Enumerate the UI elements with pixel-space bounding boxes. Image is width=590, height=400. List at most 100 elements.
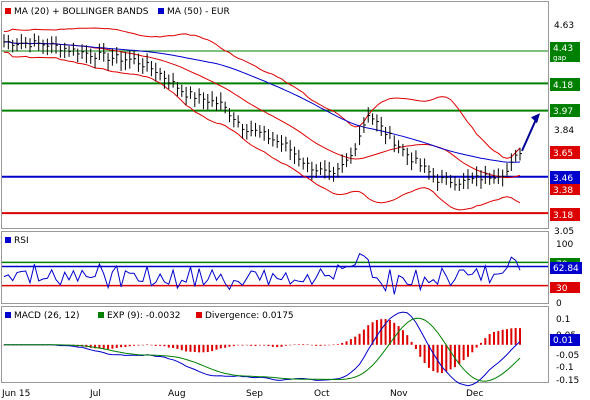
- divergence-bar: [150, 344, 153, 346]
- level-label-3-97: 3.97: [553, 107, 573, 117]
- x-label-dec: Dec: [466, 389, 483, 399]
- price-tick-4-63: 4.63: [554, 21, 574, 31]
- rsi-box-30: 30: [550, 282, 580, 294]
- price-tag-3-65: 3.65: [550, 146, 580, 159]
- divergence-bar: [137, 344, 140, 346]
- divergence-bar: [111, 344, 114, 349]
- bollinger-lower: [3, 51, 521, 211]
- rsi-line: [3, 253, 521, 295]
- level-box-3-46: 3.46: [550, 171, 580, 184]
- divergence-bar: [345, 341, 348, 345]
- price-tag-3-38-label: 3.38: [553, 186, 573, 196]
- divergence-bar: [397, 326, 400, 345]
- macd-panel-frame: [1, 306, 549, 383]
- divergence-bar: [219, 344, 222, 349]
- legend-swatch-divergence: [196, 312, 202, 318]
- divergence-bar: [336, 344, 339, 345]
- divergence-bar: [458, 344, 461, 365]
- divergence-bar: [479, 342, 482, 345]
- legend-divergence: Divergence: 0.0175: [205, 311, 294, 321]
- divergence-bar: [497, 331, 500, 345]
- divergence-bar: [176, 344, 179, 349]
- macd-tick-minus-0-1: -0.1: [556, 363, 574, 373]
- divergence-bar: [306, 344, 309, 346]
- price-tag-3-38: 3.38: [550, 184, 580, 196]
- level-box-3-18: 3.18: [550, 208, 580, 221]
- divergence-bar: [258, 344, 261, 346]
- macd-tick-minus-0-15: -0.15: [556, 376, 579, 386]
- divergence-bar: [427, 344, 430, 368]
- level-box-3-46-bg: [550, 171, 580, 184]
- macd-tick-0-1: 0.1: [556, 315, 570, 325]
- legend-swatch-ma50: [158, 8, 164, 14]
- price-tag-3-65-bg: [550, 146, 580, 159]
- legend-exp: EXP (9): -0.0032: [107, 311, 181, 321]
- divergence-bar: [484, 338, 487, 345]
- rsi-value-label: 62.84: [553, 264, 579, 274]
- macd-value-box: 0.01: [550, 334, 580, 346]
- divergence-bar: [354, 336, 357, 345]
- level-label-4-43: 4.43: [553, 44, 573, 54]
- divergence-bar: [432, 344, 435, 372]
- price-tag-3-38-bg: [550, 184, 580, 195]
- divergence-bar: [328, 344, 331, 346]
- divergence-bar: [267, 344, 270, 347]
- divergence-bar: [367, 325, 370, 345]
- rsi-tick-100: 100: [556, 240, 573, 250]
- legend-swatch-macd: [5, 312, 11, 318]
- divergence-bar: [211, 344, 214, 352]
- divergence-bar: [349, 339, 352, 345]
- divergence-bar: [89, 344, 92, 348]
- macd-legend: MACD (26, 12) EXP (9): -0.0032 Divergenc…: [5, 311, 294, 321]
- rsi-value-box-bg: [550, 262, 582, 274]
- divergence-bar: [519, 328, 521, 345]
- divergence-bar: [384, 319, 387, 345]
- divergence-bar: [202, 344, 205, 353]
- legend-macd: MACD (26, 12): [14, 311, 80, 321]
- x-label-oct: Oct: [314, 389, 330, 399]
- level-box-4-43: 4.43 gap: [550, 42, 580, 62]
- rsi-tick-0: 0: [556, 299, 562, 309]
- legend-rsi: RSI: [14, 236, 29, 246]
- divergence-bar: [462, 344, 465, 361]
- legend-swatch-ma20: [5, 8, 11, 14]
- divergence-bar: [94, 344, 97, 349]
- divergence-bar: [505, 329, 508, 345]
- divergence-bar: [206, 344, 209, 353]
- rsi-box-30-bg: [550, 282, 580, 293]
- signal-line: [4, 317, 521, 382]
- divergence-bar: [445, 344, 448, 372]
- divergence-bar: [488, 334, 491, 345]
- ma50-line: [3, 41, 521, 163]
- level-box-4-18-bg: [550, 78, 580, 91]
- divergence-bar: [107, 344, 110, 350]
- divergence-bar: [284, 344, 287, 346]
- legend-ma20: MA (20) + BOLLINGER BANDS: [14, 7, 149, 17]
- divergence-bar: [388, 320, 391, 345]
- divergence-bar: [453, 344, 456, 368]
- divergence-bar: [419, 344, 422, 357]
- divergence-bar: [124, 344, 127, 348]
- divergence-bar: [341, 342, 344, 345]
- divergence-bar: [315, 344, 318, 346]
- divergence-bar: [263, 344, 266, 346]
- divergence-bar: [280, 344, 283, 347]
- level-box-3-97: 3.97: [550, 104, 580, 117]
- divergence-bar: [319, 344, 322, 346]
- divergence-bar: [423, 344, 426, 363]
- divergence-bar: [102, 344, 105, 349]
- divergence-bar: [250, 344, 253, 346]
- divergence-bar: [436, 344, 439, 373]
- divergence-bar: [410, 341, 413, 345]
- divergence-bar: [449, 344, 452, 370]
- level-sub-gap: gap: [553, 54, 567, 62]
- rsi-legend: RSI: [5, 236, 29, 246]
- divergence-bar: [276, 344, 279, 348]
- divergence-bar: [393, 322, 396, 345]
- divergence-bar: [293, 344, 296, 346]
- divergence-bar: [198, 344, 201, 353]
- divergence-bar: [440, 344, 443, 374]
- divergence-bar: [471, 344, 474, 353]
